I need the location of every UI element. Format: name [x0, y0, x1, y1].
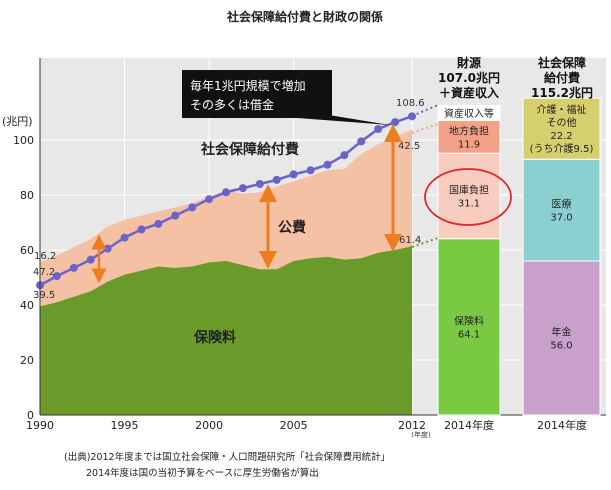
- segment-label: 保険料: [454, 314, 484, 327]
- point-2007: [323, 160, 332, 169]
- end-label-total: 108.6: [396, 98, 425, 109]
- segment-label: 国庫負担: [449, 183, 489, 196]
- segment-label: その他: [547, 116, 577, 129]
- callout: 毎年1兆円規模で増加 その多くは借金: [182, 70, 390, 125]
- point-1991: [52, 272, 61, 281]
- callout-line-2: その多くは借金: [190, 97, 274, 112]
- x-tick-1990: 1990: [26, 419, 54, 432]
- segment-label: 年金: [552, 326, 572, 339]
- point-1992: [69, 263, 78, 272]
- x-axis-unit: (年度): [411, 430, 431, 439]
- segment-年金: [522, 260, 601, 416]
- segment-label: 11.9: [458, 139, 480, 150]
- end-label-public: 42.5: [398, 141, 420, 152]
- start-label-premium: 39.5: [33, 290, 55, 301]
- segment-label: 医療: [552, 198, 572, 211]
- y-tick-0: 0: [27, 409, 34, 422]
- area-premium: [40, 246, 412, 415]
- y-tick-60: 60: [20, 244, 34, 257]
- benefit-title-line-3: 115.2兆円: [531, 85, 593, 100]
- x-tick-1995: 1995: [111, 419, 139, 432]
- point-2001: [222, 188, 230, 197]
- benefit-title-line-2: 給付費: [544, 70, 580, 85]
- point-2009: [357, 137, 366, 146]
- segment-label: 介護・福祉: [537, 103, 587, 116]
- start-label-total: 47.2: [33, 267, 55, 278]
- benefit-x-label: 2014年度: [537, 418, 587, 432]
- segment-label: 資産収入等: [444, 107, 494, 120]
- segment-label: 31.1: [458, 198, 480, 209]
- point-2000: [205, 195, 214, 204]
- end-label-premium: 61.4: [399, 235, 421, 246]
- start-label-public: 16.2: [34, 251, 56, 262]
- segment-label: 地方負担: [449, 124, 489, 137]
- point-2006: [306, 166, 315, 175]
- x-tick-2000: 2000: [195, 419, 223, 432]
- y-tick-100: 100: [13, 134, 34, 147]
- point-1994: [103, 244, 112, 253]
- segment-label: (うち介護9.5): [530, 142, 594, 155]
- point-1993: [86, 255, 95, 264]
- callout-line-1: 毎年1兆円規模で増加: [190, 78, 306, 93]
- point-1999: [188, 203, 197, 212]
- point-2011: [391, 118, 400, 127]
- point-2008: [340, 151, 349, 160]
- y-tick-80: 80: [20, 189, 34, 202]
- y-axis-unit: (兆円): [2, 115, 33, 128]
- point-1995: [120, 233, 129, 242]
- point-1996: [137, 225, 146, 234]
- area-label-public: 公費: [278, 219, 306, 236]
- finance-title-line-1: 財源: [456, 55, 481, 70]
- segment-保険料: [437, 238, 501, 416]
- point-2004: [272, 175, 281, 184]
- y-tick-40: 40: [20, 299, 34, 312]
- segment-label: 56.0: [550, 341, 572, 352]
- area-public: [40, 129, 412, 307]
- source-line-1: (出典)2012年度までは国立社会保障・人口問題研究所「社会保障費用統計」: [64, 451, 390, 463]
- point-2003: [255, 180, 264, 188]
- segment-介護・福祉その他: [522, 97, 601, 160]
- point-2005: [289, 170, 298, 179]
- point-1998: [171, 211, 180, 220]
- x-tick-2012: 2012: [398, 419, 426, 432]
- segment-label: 64.1: [458, 329, 480, 340]
- chart-title: 社会保障給付費と財政の関係: [226, 9, 383, 24]
- y-tick-20: 20: [20, 354, 34, 367]
- area-label-premium: 保険料: [193, 329, 236, 346]
- area-label-benefit: 社会保障給付費: [200, 141, 299, 158]
- highlight-kokko-ellipse: [424, 168, 512, 226]
- finance-title-line-3: ＋資産収入: [439, 85, 499, 100]
- point-2012: [408, 112, 416, 121]
- segment-label: 37.0: [550, 213, 572, 224]
- callout-box: [182, 70, 332, 118]
- segment-資産収入等: [437, 104, 501, 121]
- y-tick-labels: 0 20 40 60 80 100: [13, 134, 34, 422]
- point-1997: [154, 219, 163, 228]
- x-tick-2005: 2005: [280, 419, 308, 432]
- bar-2014-finance: 保険料 64.1 国庫負担 31.1 地方負担 11.9 資産収入等: [437, 104, 501, 416]
- point-2002: [238, 184, 247, 193]
- source-line-2: 2014年度は国の当初予算をベースに厚生労働省が算出: [86, 467, 319, 479]
- finance-title-line-2: 107.0兆円: [438, 70, 500, 85]
- finance-x-label: 2014年度: [444, 418, 494, 432]
- x-tick-labels: 1990 1995 2000 2005 2012: [26, 419, 426, 432]
- segment-label: 22.2: [550, 131, 572, 142]
- benefit-title-line-1: 社会保障: [537, 55, 586, 70]
- point-2010: [374, 125, 383, 133]
- segment-地方負担: [437, 119, 501, 154]
